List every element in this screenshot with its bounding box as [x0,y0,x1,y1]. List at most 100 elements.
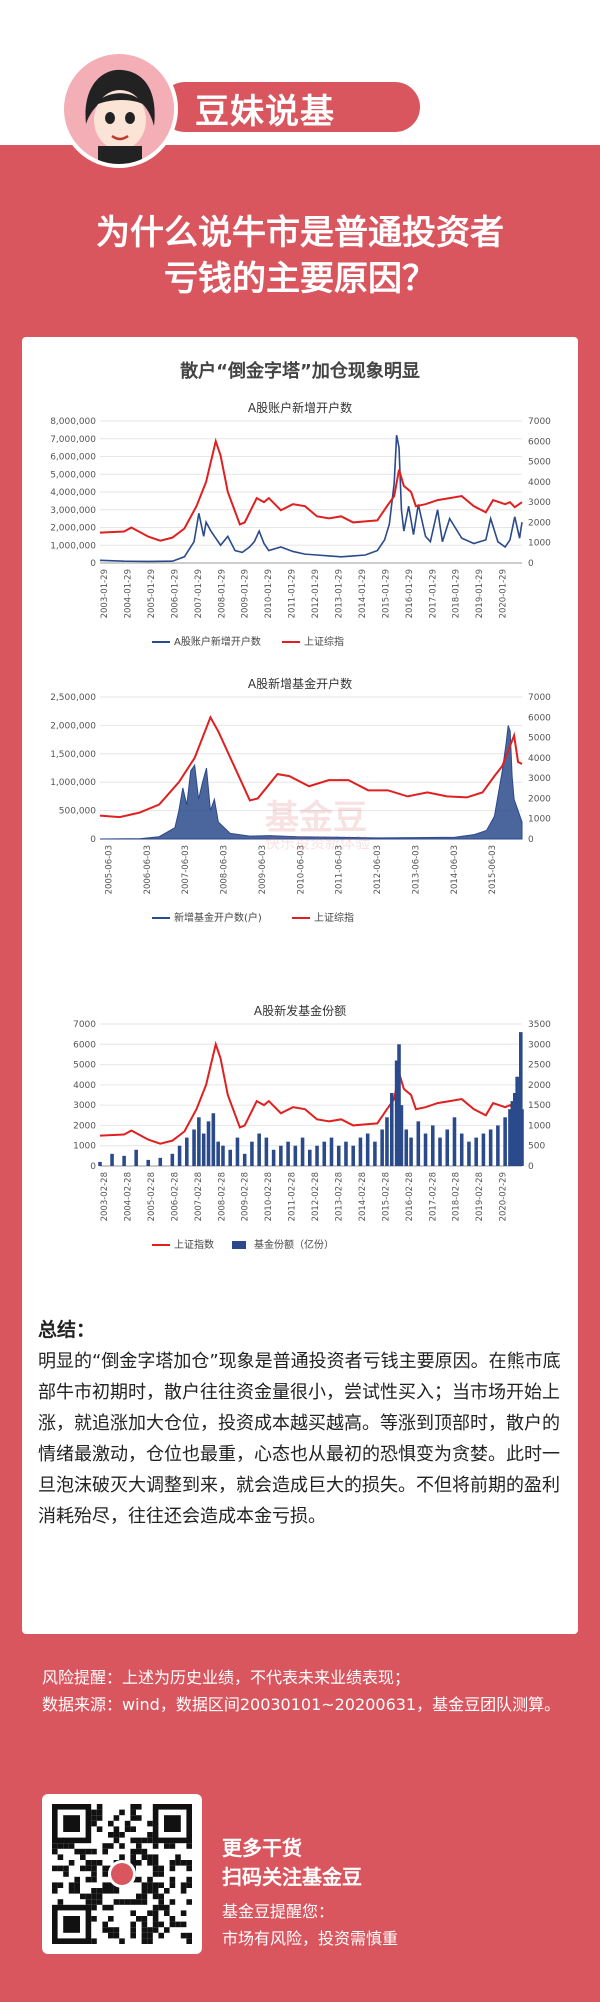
qr-module [130,1860,136,1866]
qr-module [57,1843,64,1849]
legend-label: 上证综指 [314,911,354,924]
qr-module [141,1938,148,1944]
bar [308,1149,312,1166]
x-tick-label: 2015-06-03 [488,845,498,894]
qr-module [91,1876,97,1883]
qr-module [130,1848,136,1855]
series-line [99,714,523,819]
qr-module [96,1809,103,1816]
qr-module [169,1843,176,1849]
qr-module [68,1888,75,1894]
y-left-tick-label: 1,000,000 [50,541,96,551]
x-tick-label: 2010-06-03 [296,845,306,894]
y-left-tick-label: 500,000 [59,807,96,817]
brand-title: 豆妹说基 [195,92,335,132]
x-tick-label: 2005-02-28 [147,1172,157,1221]
y-left-tick-label: 5000 [73,1061,96,1071]
qr-module [147,1876,153,1883]
qr-module [136,1860,142,1866]
qr-module [113,1899,120,1905]
watermark-sub: 快乐投资新体验 [265,834,371,852]
qr-module [186,1843,192,1849]
legend-swatch [232,1241,246,1249]
qr-module [141,1921,148,1928]
x-tick-label: 2009-06-03 [258,845,268,894]
cta-follow: 扫码关注基金豆 [222,1865,362,1889]
qr-module [158,1899,164,1905]
qr-module [186,1860,192,1866]
qr-module [136,1848,142,1855]
qr-code[interactable] [42,1794,202,1954]
x-tick-label: 2005-06-03 [105,845,115,894]
y-right-tick-label: 4000 [528,754,551,764]
y-left-tick-label: 2000 [73,1121,96,1131]
qr-module [147,1882,153,1888]
qr-module [169,1882,176,1888]
x-tick-label: 2008-01-29 [217,569,227,618]
bar [336,1145,341,1166]
qr-module [152,1921,159,1928]
qr-module [136,1899,142,1905]
bar [399,1105,404,1166]
qr-module [158,1904,164,1911]
bar [315,1145,319,1166]
bar [385,1117,389,1166]
qr-module [91,1938,97,1944]
bar [206,1121,211,1166]
bar [257,1133,261,1166]
qr-module [147,1932,153,1939]
area-series [99,725,523,840]
y-left-tick-label: 2,500,000 [50,693,96,703]
qr-module [141,1837,148,1844]
legend-label: 新增基金开户数(户) [174,911,262,924]
qr-module [91,1809,97,1816]
bar [503,1117,507,1166]
qr-module [136,1804,142,1810]
qr-module [130,1921,136,1928]
legend-label: 上证指数 [174,1238,214,1251]
qr-module [57,1854,64,1860]
qr-module [52,1882,58,1888]
chart-2: 0 500,000 1,000,000 1,500,000 2,000,000 2,500… [50,693,551,924]
bar [512,1092,517,1166]
bar [216,1141,220,1166]
qr-module [130,1826,136,1832]
y-left-tick-label: 1000 [73,1142,96,1152]
qr-module [119,1809,125,1816]
qr-module [80,1854,86,1860]
y-left-tick-label: 1,500,000 [50,750,96,760]
qr-module [119,1938,125,1944]
qr-module [91,1848,97,1855]
qr-module [164,1910,170,1916]
y-left-tick-label: 2,000,000 [50,524,96,534]
qr-module [108,1882,114,1888]
bar [98,1161,102,1166]
qr-module [164,1888,170,1894]
x-tick-label: 2007-01-29 [194,569,204,618]
qr-module [158,1865,164,1872]
qr-finder [63,1916,80,1933]
bar [488,1129,493,1166]
bar [389,1092,394,1166]
qr-module [158,1882,164,1888]
y-left-tick-label: 0 [90,835,96,845]
qr-module [164,1904,170,1911]
qr-module [91,1865,97,1872]
bar [496,1125,500,1166]
qr-module [130,1927,136,1933]
bar [192,1129,196,1166]
qr-module [136,1843,142,1849]
cta-risk: 市场有风险，投资需慎重 [222,1929,399,1948]
x-tick-label: 2016-02-28 [405,1172,415,1221]
x-tick-label: 2008-02-28 [217,1172,227,1221]
qr-module [152,1871,159,1877]
headline: 为什么说牛市是普通投资者 亏钱的主要原因？ [0,210,600,302]
qr-module [152,1882,159,1888]
headline-line-1: 为什么说牛市是普通投资者 [96,213,504,253]
qr-module [186,1865,192,1872]
bar [508,1109,512,1166]
x-tick-label: 2013-02-28 [334,1172,344,1221]
qr-module [80,1848,86,1855]
qr-module [108,1888,114,1894]
y-right-tick-label: 3000 [528,774,551,784]
